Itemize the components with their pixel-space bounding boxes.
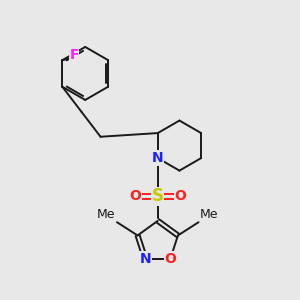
Text: Me: Me: [97, 208, 116, 221]
Text: F: F: [69, 48, 79, 62]
Text: S: S: [152, 188, 164, 206]
Text: N: N: [152, 151, 164, 165]
Text: Me: Me: [200, 208, 218, 221]
Text: O: O: [129, 189, 141, 203]
Text: N: N: [140, 252, 151, 266]
Text: O: O: [175, 189, 186, 203]
Text: O: O: [164, 252, 176, 266]
